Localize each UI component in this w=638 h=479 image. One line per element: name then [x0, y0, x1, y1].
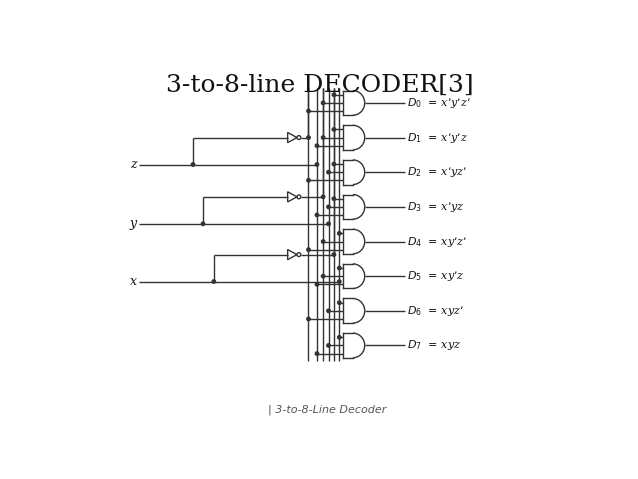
Circle shape: [307, 136, 310, 139]
Text: $D_7$  = xyz: $D_7$ = xyz: [407, 339, 461, 353]
Circle shape: [338, 266, 341, 270]
Circle shape: [315, 163, 318, 166]
Circle shape: [338, 336, 341, 339]
Circle shape: [212, 280, 216, 283]
Circle shape: [315, 352, 318, 355]
Text: $D_0$  = x’y’z’: $D_0$ = x’y’z’: [407, 96, 471, 110]
Circle shape: [327, 344, 330, 347]
Circle shape: [322, 274, 325, 278]
Circle shape: [338, 280, 341, 283]
Circle shape: [332, 162, 336, 166]
Text: 3-to-8-line DECODER[3]: 3-to-8-line DECODER[3]: [167, 74, 474, 97]
Circle shape: [327, 222, 330, 226]
Circle shape: [327, 309, 330, 312]
Circle shape: [307, 317, 310, 320]
Text: y: y: [130, 217, 137, 230]
Circle shape: [332, 128, 336, 131]
Text: $D_1$  = x’y’z: $D_1$ = x’y’z: [407, 131, 468, 145]
Text: $D_5$  = xy’z: $D_5$ = xy’z: [407, 269, 465, 283]
Circle shape: [322, 101, 325, 104]
Circle shape: [307, 109, 310, 113]
Text: | 3-to-8-Line Decoder: | 3-to-8-Line Decoder: [268, 404, 386, 415]
Circle shape: [332, 253, 336, 256]
Circle shape: [322, 136, 325, 139]
Circle shape: [322, 195, 325, 198]
Circle shape: [307, 248, 310, 251]
Circle shape: [307, 179, 310, 182]
Circle shape: [322, 240, 325, 243]
Circle shape: [338, 301, 341, 304]
Text: $D_3$  = x’yz: $D_3$ = x’yz: [407, 200, 465, 214]
Circle shape: [327, 205, 330, 208]
Circle shape: [332, 197, 336, 200]
Circle shape: [191, 163, 195, 166]
Text: $D_4$  = xy’z’: $D_4$ = xy’z’: [407, 235, 467, 249]
Text: z: z: [130, 158, 137, 171]
Circle shape: [315, 213, 318, 217]
Circle shape: [315, 283, 318, 286]
Circle shape: [327, 171, 330, 174]
Text: $D_6$  = xyz’: $D_6$ = xyz’: [407, 304, 464, 318]
Circle shape: [332, 93, 336, 96]
Text: x: x: [130, 275, 137, 288]
Circle shape: [315, 144, 318, 148]
Circle shape: [202, 222, 205, 226]
Circle shape: [338, 232, 341, 235]
Text: $D_2$  = x’yz’: $D_2$ = x’yz’: [407, 165, 467, 179]
